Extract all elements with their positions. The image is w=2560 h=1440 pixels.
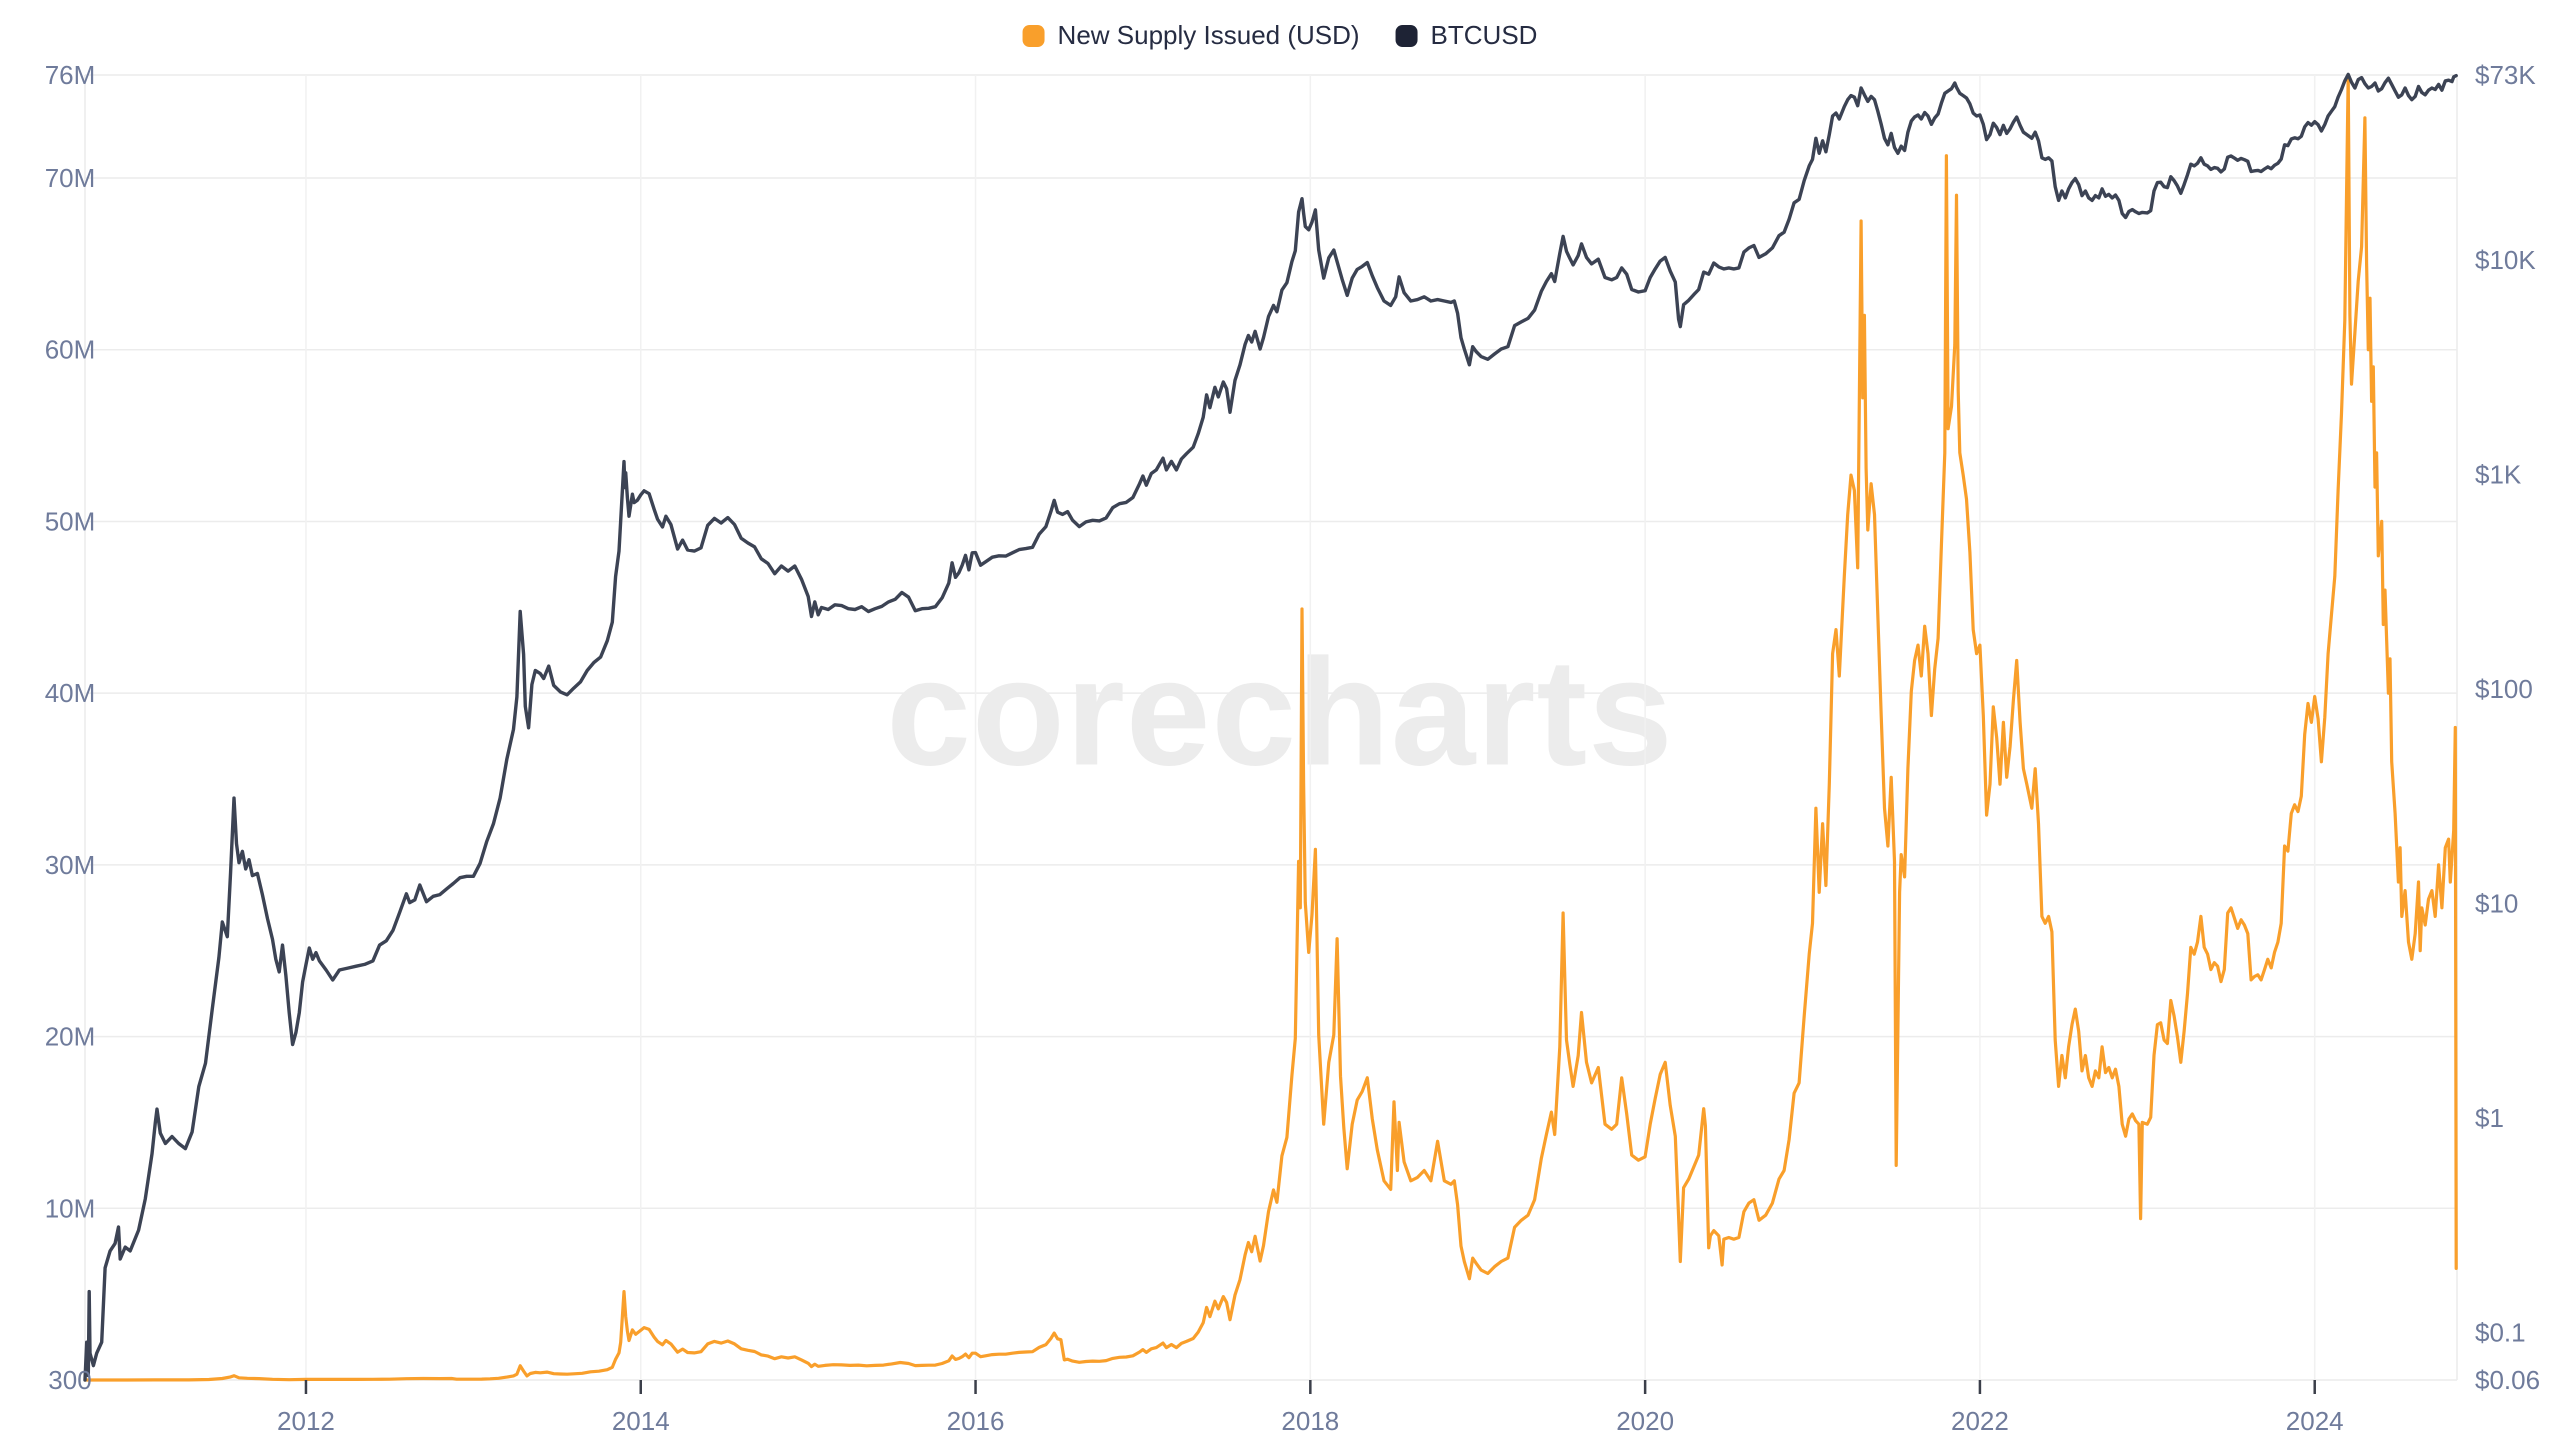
new-supply-swatch-icon	[1022, 24, 1045, 47]
watermark: corecharts	[886, 627, 1674, 798]
legend: New Supply Issued (USD) BTCUSD	[1022, 20, 1538, 51]
y-right-axis-label: $1	[2475, 1103, 2504, 1133]
y-left-axis-label: 30M	[45, 850, 96, 880]
y-right-axis-label: $10K	[2475, 245, 2536, 275]
x-axis-label: 2014	[612, 1406, 670, 1436]
y-left-axis-label: 60M	[45, 335, 96, 365]
y-left-axis-label: 50M	[45, 506, 96, 536]
y-right-axis-label: $73K	[2475, 60, 2536, 90]
y-left-axis-label: 40M	[45, 678, 96, 708]
x-axis-label: 2020	[1616, 1406, 1674, 1436]
x-axis-label: 2018	[1281, 1406, 1339, 1436]
legend-item-new-supply[interactable]: New Supply Issued (USD)	[1022, 20, 1360, 51]
x-axis-label: 2012	[277, 1406, 335, 1436]
legend-label-new-supply: New Supply Issued (USD)	[1057, 20, 1360, 50]
x-axis-label: 2022	[1951, 1406, 2009, 1436]
y-right-axis-label: $100	[2475, 674, 2533, 704]
y-right-axis-label: $1K	[2475, 460, 2522, 490]
y-left-axis-label: 10M	[45, 1193, 96, 1223]
y-right-axis-label: $0.06	[2475, 1365, 2540, 1395]
x-axis-label: 2016	[947, 1406, 1005, 1436]
legend-item-btcusd[interactable]: BTCUSD	[1395, 20, 1538, 51]
btcusd-series-line	[83, 72, 2458, 1382]
y-left-axis-label: 20M	[45, 1022, 96, 1052]
legend-label-btcusd: BTCUSD	[1430, 20, 1538, 50]
y-left-axis-label: 300	[48, 1365, 91, 1395]
btcusd-swatch-icon	[1395, 24, 1418, 47]
y-left-axis-label: 70M	[45, 163, 96, 193]
new-supply-series-line	[83, 73, 2458, 1382]
y-right-axis-label: $10	[2475, 889, 2518, 919]
y-right-axis-label: $0.1	[2475, 1317, 2526, 1347]
x-axis-label: 2024	[2286, 1406, 2344, 1436]
y-left-axis-label: 76M	[45, 60, 96, 90]
